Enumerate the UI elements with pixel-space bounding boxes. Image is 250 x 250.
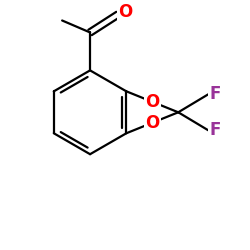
Text: O: O (145, 114, 160, 132)
Text: O: O (118, 2, 132, 21)
Text: F: F (210, 85, 221, 103)
Text: F: F (210, 121, 221, 139)
Text: O: O (145, 93, 160, 111)
